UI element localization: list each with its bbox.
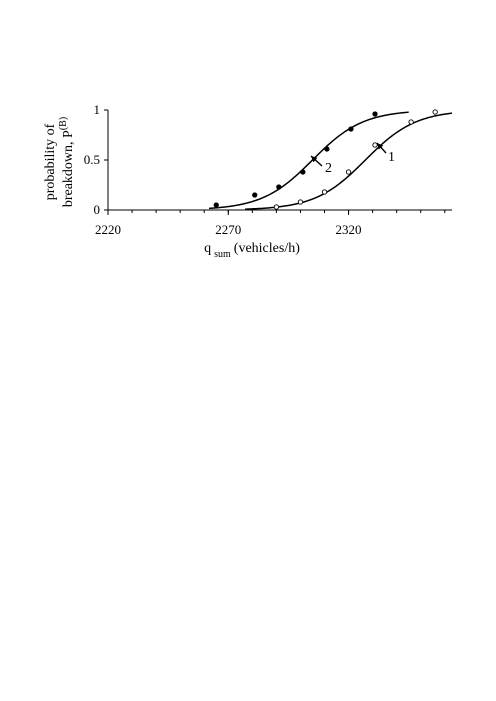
- curve-label-2: 2: [325, 161, 332, 176]
- data-point-series-2: [213, 202, 219, 208]
- x-axis-title-main: q: [204, 241, 211, 256]
- x-axis-title-unit: (vehicles/h): [234, 241, 300, 256]
- y-tick-label: 0: [94, 202, 101, 217]
- data-point-series-1: [432, 109, 438, 115]
- x-tick-label: 2220: [95, 222, 121, 237]
- fit-curves: [208, 111, 453, 210]
- data-point-series-1: [372, 142, 378, 148]
- data-point-series-1: [321, 189, 328, 195]
- data-point-series-2: [324, 146, 330, 152]
- data-point-series-1: [273, 204, 280, 210]
- y-axis-title-line2: breakdown, P: [61, 130, 76, 207]
- data-points: [213, 109, 438, 210]
- data-point-series-2: [252, 192, 258, 198]
- curve-annotations: 21: [310, 142, 395, 176]
- annotation-arrowhead-1: [377, 143, 384, 150]
- y-axis-title-2: breakdown, P(B): [58, 117, 76, 207]
- fit-curve-1: [245, 112, 453, 210]
- x-axis-title: q sum (vehicles/h): [204, 241, 300, 260]
- x-tick-label: 2320: [336, 222, 362, 237]
- fit-curve-2: [208, 111, 409, 210]
- data-point-series-2: [300, 169, 306, 175]
- axes: 0 0.5 1 2220 2270 2320: [84, 102, 452, 237]
- data-point-series-1: [345, 169, 352, 175]
- y-axis-title-sup: (B): [58, 117, 69, 130]
- data-point-series-2: [276, 184, 282, 190]
- data-point-series-2: [372, 111, 378, 117]
- curve-label-1: 1: [388, 150, 395, 165]
- y-axis-title-line1: probability of: [43, 123, 58, 200]
- data-point-series-1: [408, 119, 414, 125]
- annotation-arrowhead-2: [311, 156, 318, 163]
- y-tick-label: 1: [94, 102, 101, 117]
- x-axis-title-sub: sum: [214, 249, 231, 260]
- x-tick-label: 2270: [215, 222, 241, 237]
- y-axis-title: probability of: [43, 123, 58, 200]
- data-point-series-2: [348, 126, 354, 132]
- y-tick-label: 0.5: [84, 152, 100, 167]
- data-point-series-1: [297, 199, 304, 205]
